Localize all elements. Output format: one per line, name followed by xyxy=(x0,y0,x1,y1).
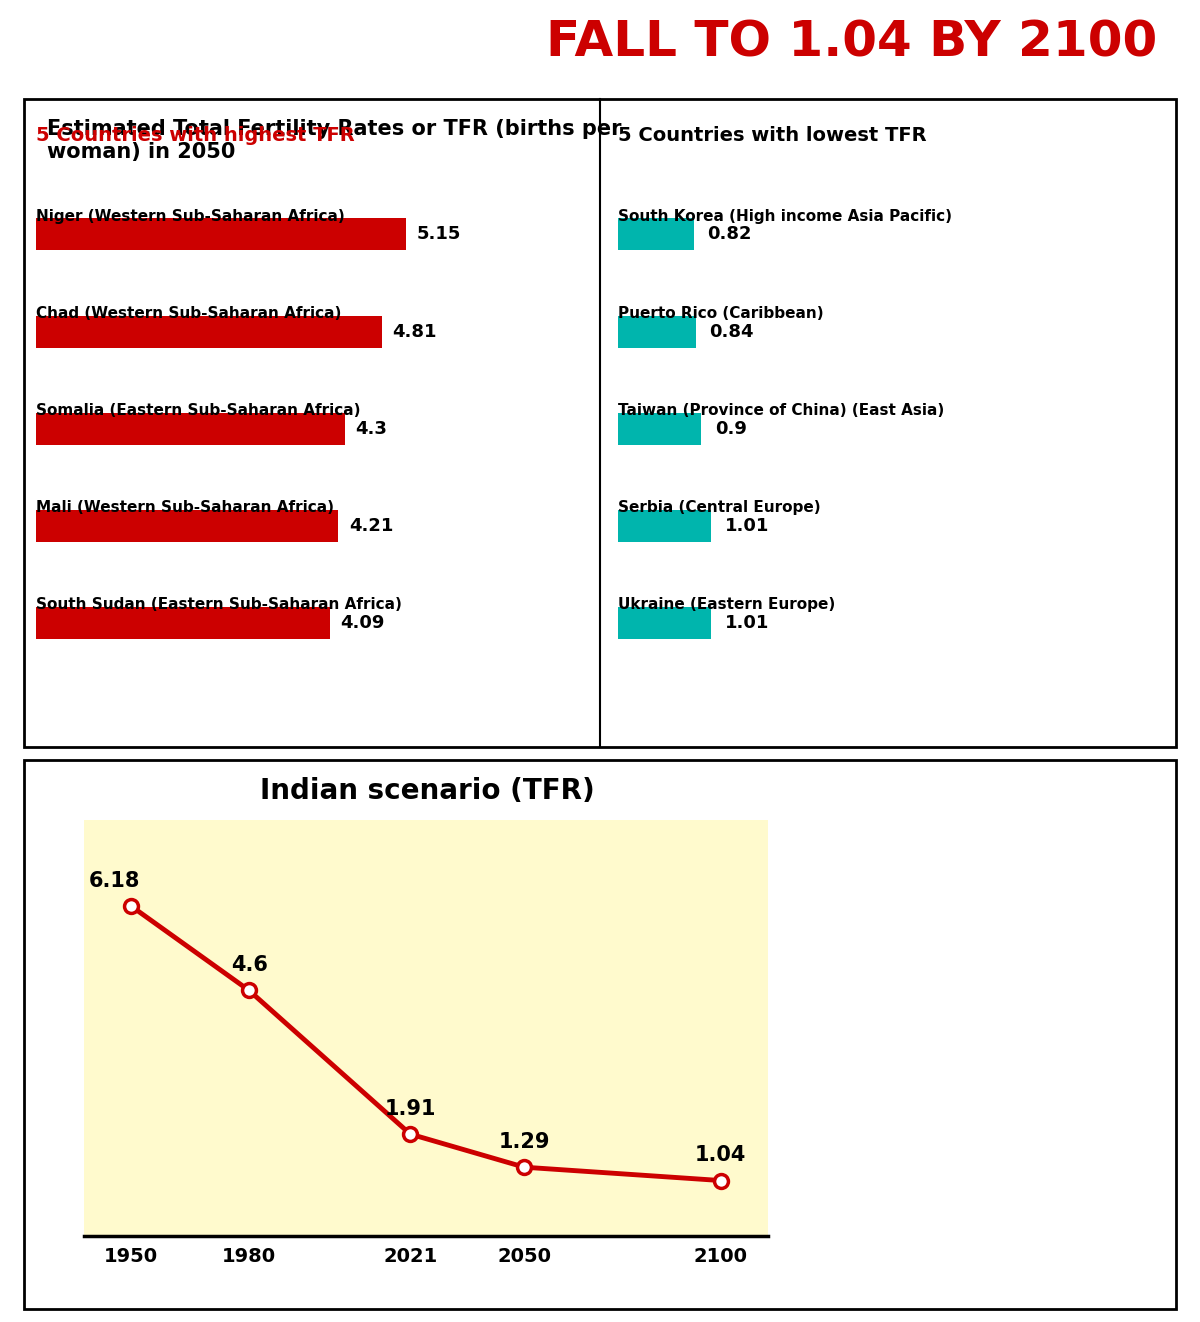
Bar xyxy=(36,412,344,444)
Bar xyxy=(618,510,712,542)
Text: Puerto Rico (Caribbean): Puerto Rico (Caribbean) xyxy=(618,305,823,321)
Text: 0.84: 0.84 xyxy=(709,323,754,341)
Bar xyxy=(36,510,338,542)
Text: INDIA'S TFR MAY: INDIA'S TFR MAY xyxy=(24,19,514,67)
Text: FALL TO 1.04 BY 2100: FALL TO 1.04 BY 2100 xyxy=(546,19,1157,67)
Text: Estimated Total Fertility Rates or TFR (births per
woman) in 2050: Estimated Total Fertility Rates or TFR (… xyxy=(47,119,622,161)
Text: Somalia (Eastern Sub-Saharan Africa): Somalia (Eastern Sub-Saharan Africa) xyxy=(36,403,360,418)
Text: 5 Countries with lowest TFR: 5 Countries with lowest TFR xyxy=(618,126,926,144)
Bar xyxy=(618,607,712,639)
Text: 5 Countries with highest TFR: 5 Countries with highest TFR xyxy=(36,126,355,144)
Text: Serbia (Central Europe): Serbia (Central Europe) xyxy=(618,500,821,516)
Bar xyxy=(618,412,701,444)
Text: Mali (Western Sub-Saharan Africa): Mali (Western Sub-Saharan Africa) xyxy=(36,500,334,516)
Bar xyxy=(36,316,382,348)
Text: 4.09: 4.09 xyxy=(341,613,385,632)
Text: South Korea (High income Asia Pacific): South Korea (High income Asia Pacific) xyxy=(618,209,952,223)
Text: South Sudan (Eastern Sub-Saharan Africa): South Sudan (Eastern Sub-Saharan Africa) xyxy=(36,598,402,612)
Text: 1.01: 1.01 xyxy=(725,613,769,632)
Text: 1.01: 1.01 xyxy=(725,517,769,535)
Text: 5.15: 5.15 xyxy=(416,225,461,243)
Text: 4.21: 4.21 xyxy=(349,517,394,535)
Bar xyxy=(36,607,330,639)
Text: 4.81: 4.81 xyxy=(392,323,437,341)
Text: 4.3: 4.3 xyxy=(355,419,388,438)
Text: Niger (Western Sub-Saharan Africa): Niger (Western Sub-Saharan Africa) xyxy=(36,209,344,223)
Text: 0.82: 0.82 xyxy=(708,225,752,243)
Text: 4.6: 4.6 xyxy=(230,954,268,976)
Bar xyxy=(618,316,696,348)
Bar xyxy=(36,218,406,250)
Bar xyxy=(618,218,694,250)
Text: Chad (Western Sub-Saharan Africa): Chad (Western Sub-Saharan Africa) xyxy=(36,305,341,321)
Text: Taiwan (Province of China) (East Asia): Taiwan (Province of China) (East Asia) xyxy=(618,403,944,418)
Text: Ukraine (Eastern Europe): Ukraine (Eastern Europe) xyxy=(618,598,835,612)
Text: 1.04: 1.04 xyxy=(695,1145,746,1165)
Text: 0.9: 0.9 xyxy=(715,419,746,438)
Text: Indian scenario (TFR): Indian scenario (TFR) xyxy=(260,776,594,805)
Text: 6.18: 6.18 xyxy=(89,871,140,891)
Text: 1.29: 1.29 xyxy=(498,1132,550,1151)
Text: 1.91: 1.91 xyxy=(384,1099,436,1118)
